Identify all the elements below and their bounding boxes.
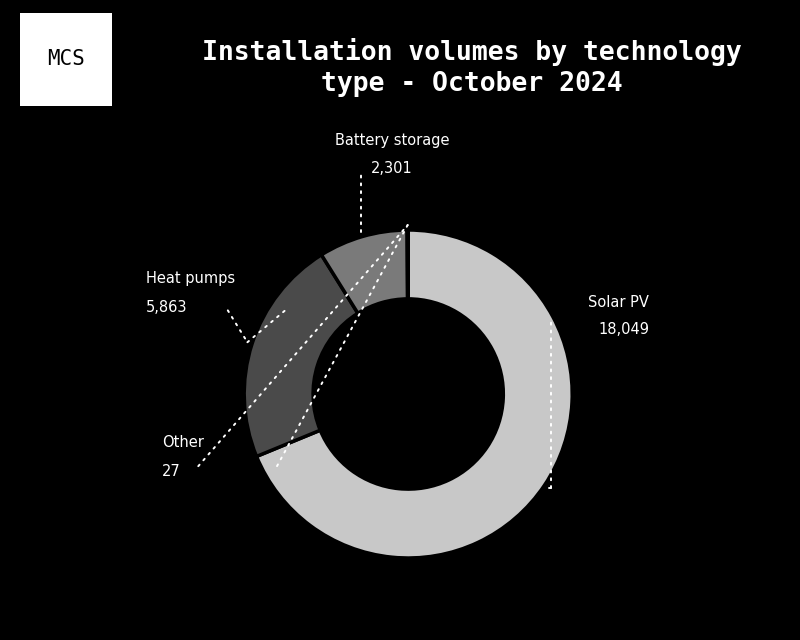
Wedge shape [244, 255, 358, 456]
Text: Battery storage: Battery storage [334, 133, 449, 148]
Text: Heat pumps: Heat pumps [146, 271, 235, 285]
Text: type - October 2024: type - October 2024 [321, 72, 623, 97]
Text: MCS: MCS [47, 49, 85, 69]
Wedge shape [322, 230, 407, 314]
Text: 27: 27 [162, 464, 181, 479]
Wedge shape [407, 230, 408, 299]
Wedge shape [257, 230, 572, 558]
Text: 5,863: 5,863 [146, 300, 187, 316]
Text: 2,301: 2,301 [371, 161, 413, 176]
Text: 18,049: 18,049 [598, 321, 650, 337]
Text: Other: Other [162, 435, 204, 450]
Text: Solar PV: Solar PV [589, 296, 650, 310]
Text: Installation volumes by technology: Installation volumes by technology [202, 38, 742, 67]
